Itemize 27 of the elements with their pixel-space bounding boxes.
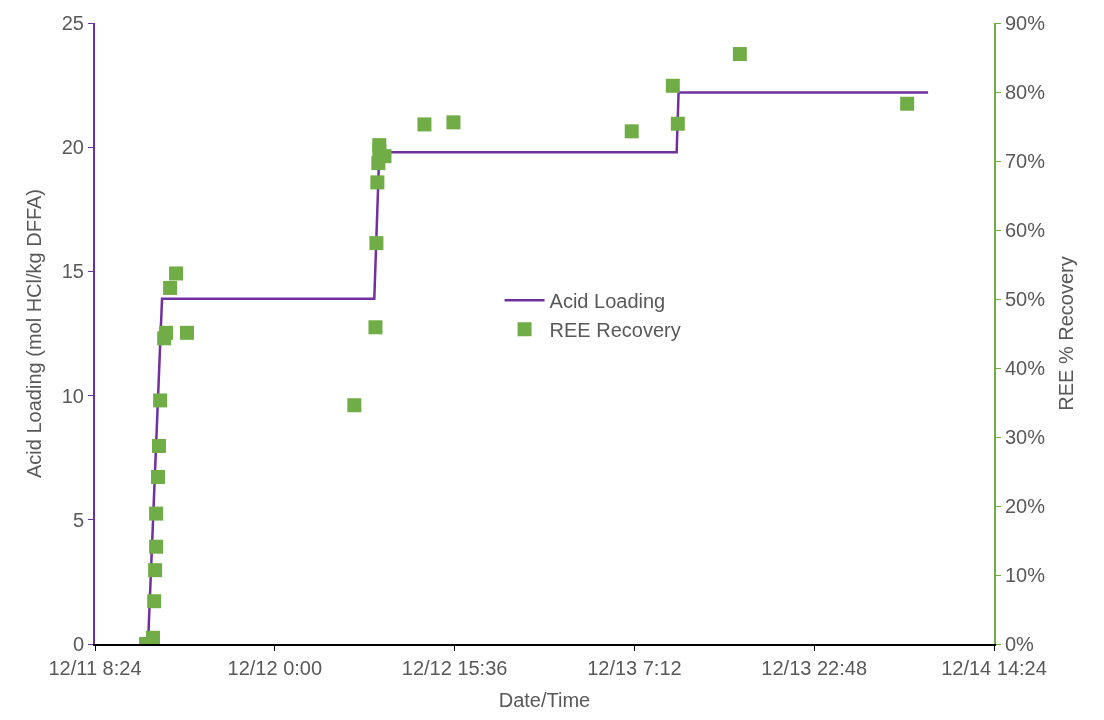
y2-tick-label: 60%: [1005, 219, 1046, 241]
y-tick-label: 0: [72, 633, 84, 655]
x-axis-title: Date/Time: [498, 689, 591, 711]
y2-tick-label: 0%: [1005, 633, 1035, 655]
x-tick-label: 12/13 7:12: [587, 657, 682, 679]
y2-tick-label: 10%: [1005, 564, 1046, 586]
y-axis-title: Acid Loading (mol HCl/kg DFFA): [22, 189, 45, 478]
y-tick-label: 10: [61, 384, 84, 407]
legend-label: REE Recovery: [549, 319, 681, 342]
x-tick-label: 12/14 14:24: [941, 657, 1047, 679]
legend-label: Acid Loading: [549, 290, 666, 313]
x-tick-label: 12/11 8:24: [48, 657, 142, 679]
y2-tick-label: 40%: [1005, 357, 1046, 379]
y-tick-label: 20: [61, 136, 84, 159]
x-tick-label: 12/12 15:36: [401, 657, 508, 679]
x-tick-label: 12/13 22:48: [761, 657, 868, 679]
y-tick-label: 5: [72, 508, 84, 531]
y-tick-label: 25: [61, 12, 84, 34]
y2-tick-label: 20%: [1005, 495, 1046, 517]
y2-tick-label: 30%: [1005, 426, 1046, 448]
y2-tick-label: 50%: [1005, 288, 1046, 310]
y2-tick-label: 90%: [1005, 12, 1046, 34]
y2-tick-label: 80%: [1005, 81, 1046, 103]
x-tick-label: 12/12 0:00: [227, 657, 323, 679]
y2-axis-title: REE % Recovery: [1055, 256, 1078, 411]
y2-tick-label: 70%: [1005, 150, 1046, 172]
y-tick-label: 15: [61, 260, 84, 283]
